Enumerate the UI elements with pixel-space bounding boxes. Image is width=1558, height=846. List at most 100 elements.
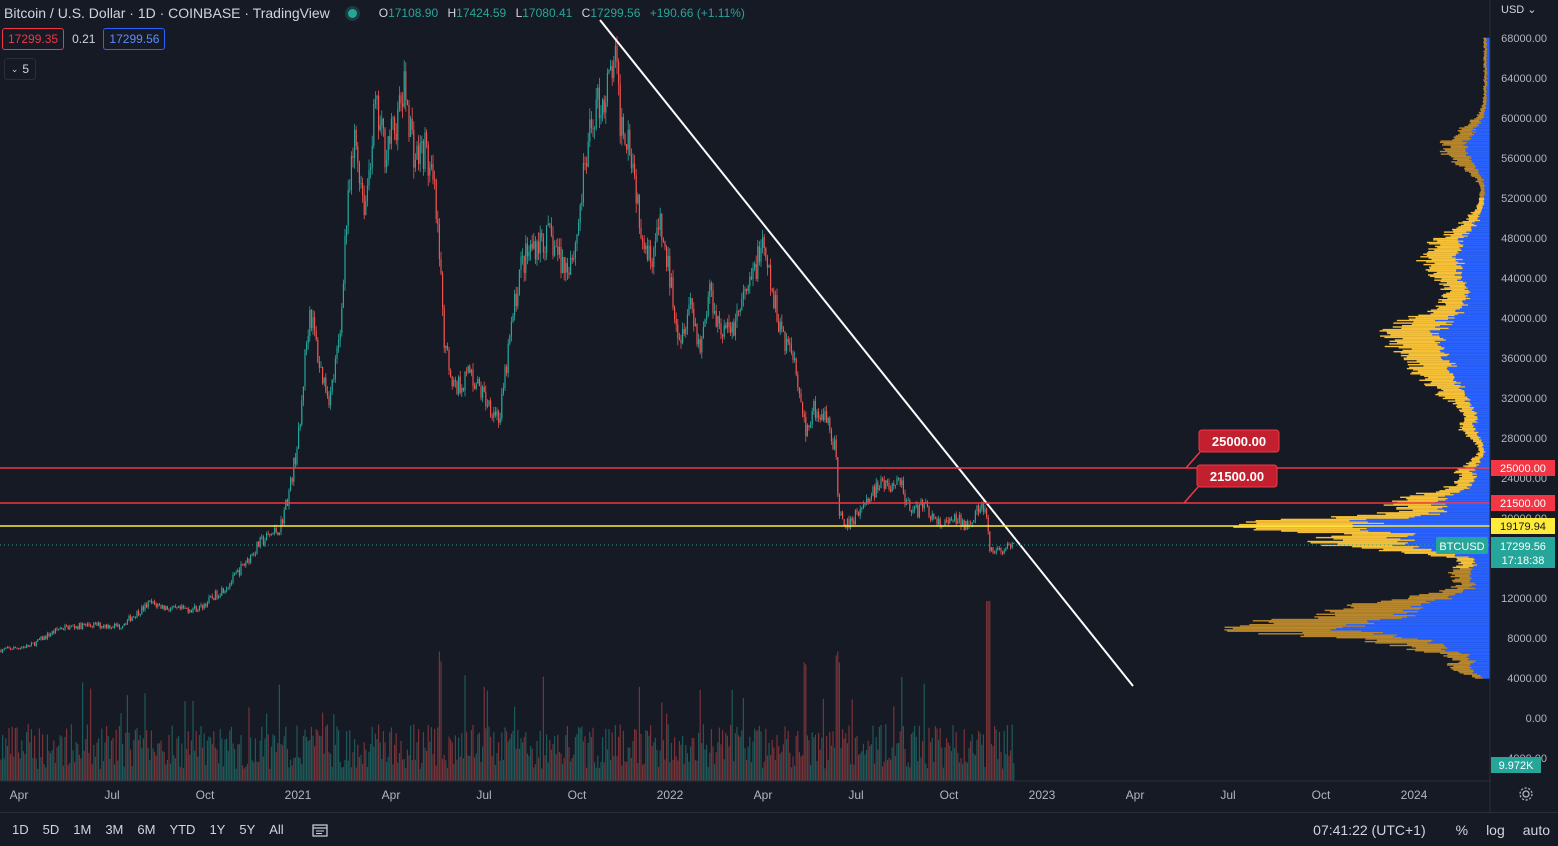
candle [598,77,600,128]
volume-bar [693,738,695,781]
profile-row-down [1460,132,1473,134]
profile-row-up [1447,318,1490,320]
price-axis[interactable]: 68000.0064000.0060000.0056000.0052000.00… [1501,33,1547,765]
timeframe-all[interactable]: All [269,822,284,837]
timeframe-1m[interactable]: 1M [73,822,92,837]
profile-row-up [1454,377,1490,379]
timeframe-6m[interactable]: 6M [137,822,156,837]
volume-bar [746,759,748,781]
profile-row-down [1478,449,1484,452]
candle [338,333,340,353]
candle [163,605,165,611]
profile-row-up [1470,291,1490,293]
profile-row-up [1455,309,1490,311]
profile-row-down [1468,215,1480,218]
candle [928,505,930,519]
candle [306,340,308,356]
indicators-toggle-button[interactable]: ⌄ 5 [4,58,36,80]
percent-scale-toggle[interactable]: % [1455,821,1469,838]
volume-bar [280,744,282,781]
log-scale-toggle[interactable]: log [1486,821,1505,838]
profile-row-up [1462,301,1490,303]
candle [189,608,191,614]
volume-bar [490,736,492,781]
profile-row-down [1483,93,1487,95]
candle [594,126,596,140]
candle [907,497,909,502]
chart-header: Bitcoin / U.S. Dollar · 1D · COINBASE · … [4,4,751,22]
candle [6,645,8,649]
profile-row-up [1464,284,1490,287]
candle [434,170,436,190]
currency-selector[interactable]: USD ⌄ [1501,4,1537,16]
profile-row-up [1477,418,1490,420]
profile-row-down [1477,208,1483,210]
volume-bar [760,731,762,781]
candle [709,279,711,304]
volume-bar [664,759,666,781]
candle [699,335,701,355]
profile-row-up [1485,88,1490,90]
profile-row-up [1483,455,1490,457]
timeframe-5y[interactable]: 5Y [239,822,256,837]
buy-button[interactable]: 17299.56 [103,28,166,50]
volume-bar [518,748,520,781]
timeframe-3m[interactable]: 3M [105,822,124,837]
profile-row-down [1478,198,1485,201]
volume-bar [194,750,196,781]
volume-bar [213,731,215,781]
profile-row-up [1449,360,1490,362]
candle [224,590,226,594]
timeframe-5d[interactable]: 5D [42,822,60,837]
volume-bar [872,725,874,781]
candle [718,311,720,330]
profile-row-up [1461,249,1490,251]
candle [653,246,655,275]
timeframe-ytd[interactable]: YTD [169,822,196,837]
candle [78,622,80,630]
candle [186,607,188,609]
gear-icon[interactable] [1518,786,1534,802]
profile-row-down [1453,581,1470,583]
profile-row-down [1458,409,1472,411]
profile-row-down [1407,364,1452,366]
profile-row-down [1419,362,1456,365]
timeframe-1y[interactable]: 1Y [209,822,226,837]
volume-bar [754,728,756,781]
volume-bar [34,735,36,781]
profile-row-down [1456,406,1475,409]
profile-row-down [1453,232,1470,235]
candle [310,309,312,332]
profile-row-up [1483,201,1490,203]
candle [715,304,717,328]
profile-row-up [1470,579,1490,582]
profile-row-down [1464,419,1476,422]
clock[interactable]: 07:41:22 (UTC+1) [1313,821,1426,838]
candle [893,480,895,490]
callout-21500[interactable]: 21500.00 [1183,464,1278,504]
callout-25000[interactable]: 25000.00 [1185,429,1280,469]
candle [776,288,778,323]
symbol-title[interactable]: Bitcoin / U.S. Dollar · 1D · COINBASE · … [4,5,330,21]
candle [736,303,738,329]
profile-row-down [1392,500,1438,502]
sell-button[interactable]: 17299.35 [2,28,65,50]
profile-row-down [1441,278,1461,280]
volume-bar [115,730,117,781]
profile-row-down [1400,352,1445,354]
profile-row-down [1438,306,1463,309]
calendar-range-icon[interactable] [312,823,328,837]
profile-row-down [1434,276,1463,279]
price-tick-label: 52000.00 [1501,193,1547,205]
volume-bar [738,735,740,781]
profile-row-down [1353,607,1424,609]
auto-scale-toggle[interactable]: auto [1522,821,1550,838]
time-axis[interactable]: Apr Jul Oct 2021 Apr Jul Oct 2022 Apr Jul Oct 2023 A… [10,788,1428,802]
volume-bar [2,735,4,781]
candle [402,92,404,119]
volume-bar [240,735,242,781]
timeframe-1d[interactable]: 1D [12,822,29,837]
profile-row-down [1409,596,1448,599]
candle [411,107,413,135]
